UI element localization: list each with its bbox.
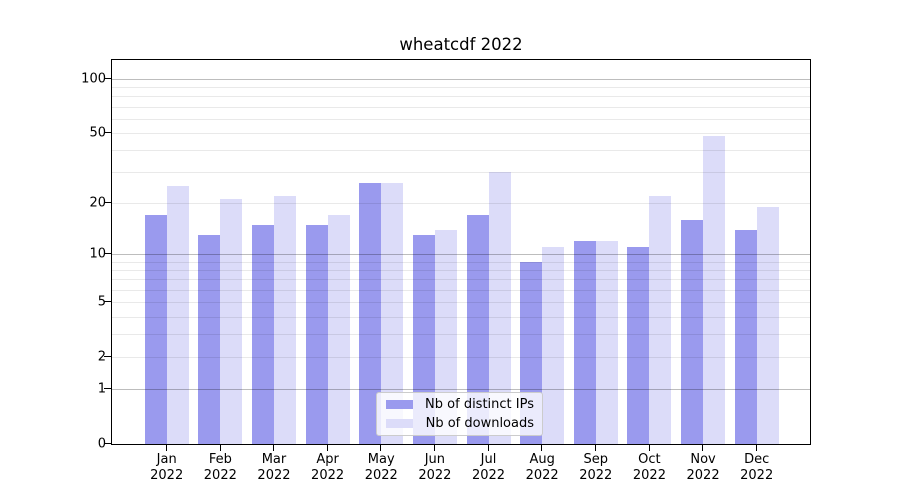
- bar-downloads-dec: [756, 206, 779, 444]
- legend-label: Nb of distinct IPs: [425, 397, 534, 412]
- gridline-minor: [112, 357, 810, 359]
- bar-downloads-may: [381, 183, 404, 444]
- x-tick-label: May 2022: [364, 452, 398, 483]
- x-tick-label: Jan 2022: [150, 452, 184, 483]
- y-tick-label: 50: [89, 125, 106, 141]
- gridline-minor: [112, 289, 810, 291]
- gridline-minor: [112, 270, 810, 272]
- y-tick-mark: [104, 77, 111, 79]
- gridline-minor: [112, 261, 810, 263]
- y-tick-mark: [104, 253, 111, 255]
- y-tick-mark: [104, 388, 111, 390]
- bar-downloads-jan: [166, 186, 189, 444]
- legend-item-downloads: Nb of downloads: [377, 416, 542, 432]
- x-tick-mark: [380, 444, 382, 451]
- x-tick-mark: [326, 444, 328, 451]
- y-tick-mark: [104, 443, 111, 445]
- x-tick-label: Apr 2022: [311, 452, 345, 483]
- legend-label: Nb of downloads: [425, 416, 534, 431]
- gridline-minor: [112, 334, 810, 336]
- gridline-minor: [112, 172, 810, 174]
- x-tick-mark: [434, 444, 436, 451]
- x-tick-mark: [273, 444, 275, 451]
- bar-ips-nov: [681, 219, 704, 444]
- gridline-minor: [112, 106, 810, 108]
- x-tick-mark: [594, 444, 596, 451]
- x-tick-label: Mar 2022: [257, 452, 291, 483]
- bar-downloads-jun: [434, 229, 457, 444]
- x-tick-label: Oct 2022: [632, 452, 666, 483]
- bar-downloads-oct: [649, 195, 672, 444]
- gridline-minor: [112, 316, 810, 318]
- bar-ips-apr: [305, 224, 328, 444]
- chart-title: wheatcdf 2022: [399, 35, 523, 54]
- gridline-minor: [112, 279, 810, 281]
- bar-ips-jul: [466, 215, 489, 444]
- x-tick-mark: [541, 444, 543, 451]
- x-tick-mark: [165, 444, 167, 451]
- y-tick-mark: [104, 301, 111, 303]
- x-tick-label: Aug 2022: [525, 452, 559, 483]
- gridline-minor: [112, 118, 810, 120]
- y-tick-mark: [104, 202, 111, 204]
- x-tick-label: Nov 2022: [686, 452, 720, 483]
- bar-downloads-mar: [273, 195, 296, 444]
- x-tick-mark: [755, 444, 757, 451]
- bar-ips-jun: [412, 235, 435, 444]
- bar-ips-sep: [573, 241, 596, 444]
- bar-ips-may: [359, 183, 382, 444]
- bar-ips-feb: [198, 235, 221, 444]
- gridline-minor: [112, 203, 810, 205]
- y-tick-label: 2: [97, 349, 106, 365]
- y-tick-label: 0: [97, 436, 106, 452]
- y-tick-label: 10: [89, 246, 106, 262]
- legend: Nb of distinct IPs Nb of downloads: [376, 392, 543, 436]
- bar-ips-jan: [144, 215, 167, 444]
- x-tick-label: Feb 2022: [203, 452, 237, 483]
- gridline-major: [112, 78, 810, 80]
- y-tick-mark: [104, 356, 111, 358]
- gridline-minor: [112, 132, 810, 134]
- y-tick-label: 20: [89, 195, 106, 211]
- bar-downloads-feb: [220, 199, 243, 444]
- y-tick-label: 5: [97, 294, 106, 310]
- gridline-minor: [112, 302, 810, 304]
- downloads-swatch-icon: [386, 419, 413, 428]
- gridline-major: [112, 254, 810, 256]
- gridline-minor: [112, 96, 810, 98]
- bar-downloads-jul: [488, 172, 511, 444]
- y-tick-label: 100: [81, 71, 106, 87]
- bar-ips-mar: [251, 224, 274, 444]
- bar-downloads-aug: [542, 247, 565, 444]
- y-tick-mark: [104, 132, 111, 134]
- x-tick-mark: [487, 444, 489, 451]
- bar-downloads-sep: [595, 241, 618, 444]
- gridline-minor: [112, 150, 810, 152]
- bar-downloads-apr: [327, 215, 350, 444]
- bar-ips-dec: [734, 229, 757, 444]
- gridline-minor: [112, 87, 810, 88]
- x-tick-label: Dec 2022: [740, 452, 774, 483]
- bar-downloads-nov: [703, 135, 726, 444]
- x-tick-label: Jun 2022: [418, 452, 452, 483]
- y-tick-label: 1: [97, 381, 106, 397]
- x-tick-mark: [219, 444, 221, 451]
- x-tick-label: Jul 2022: [471, 452, 506, 483]
- gridline-major: [112, 389, 810, 391]
- x-tick-mark: [702, 444, 704, 451]
- x-tick-mark: [648, 444, 650, 451]
- legend-item-distinct-ips: Nb of distinct IPs: [377, 397, 542, 413]
- distinct-ips-swatch-icon: [386, 400, 413, 409]
- x-tick-label: Sep 2022: [579, 452, 613, 483]
- bar-ips-oct: [627, 247, 650, 444]
